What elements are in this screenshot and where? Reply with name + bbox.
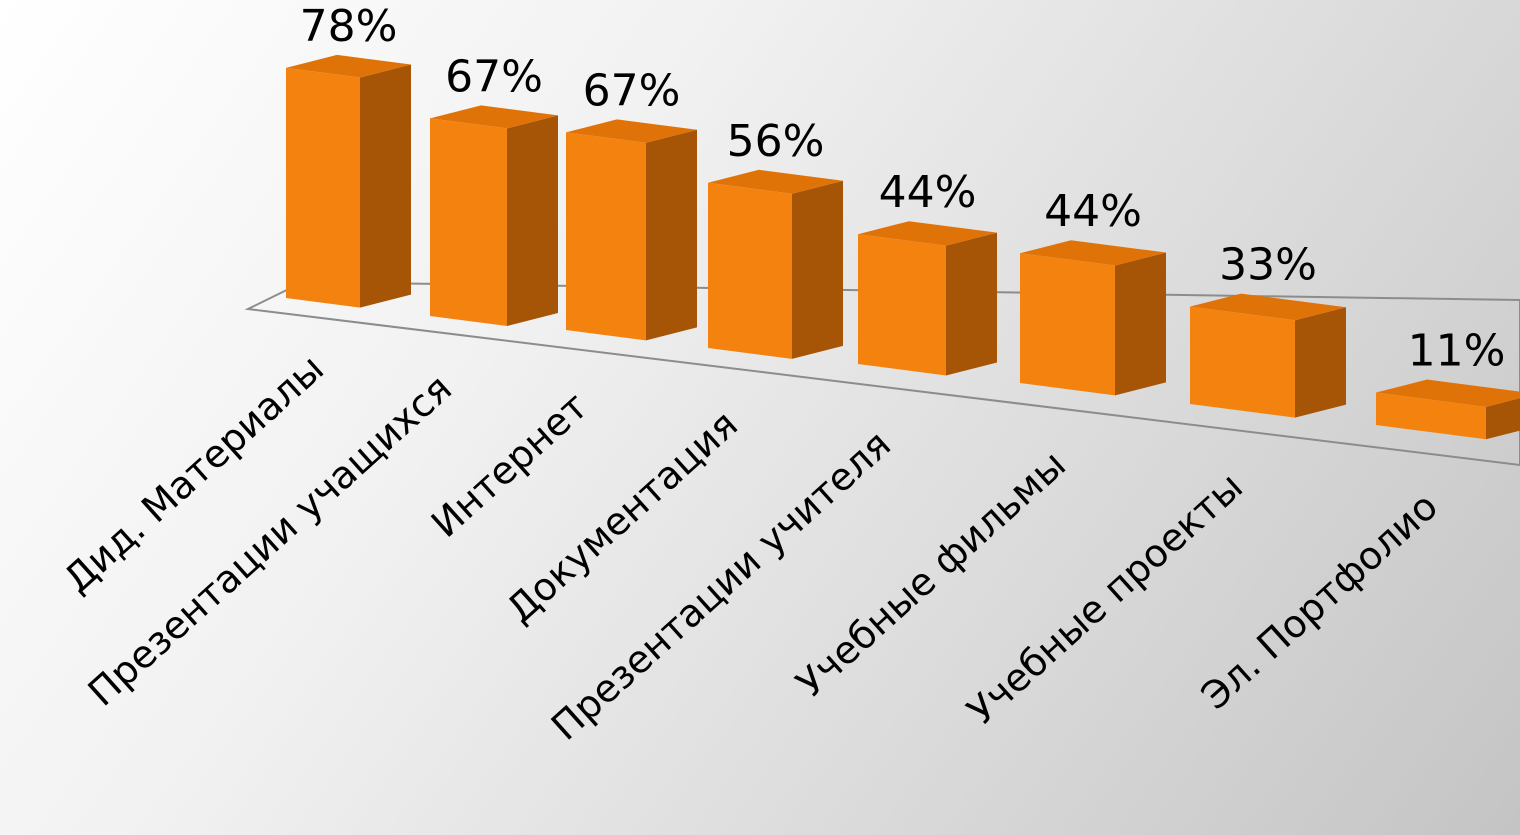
- bar: [286, 54, 411, 308]
- bar: [1190, 293, 1346, 418]
- bar-side: [360, 64, 411, 308]
- bar-top: [1376, 379, 1520, 407]
- bar-side: [1295, 307, 1346, 418]
- category-label: Дид. Материалы: [55, 346, 332, 601]
- bar-top: [566, 119, 697, 143]
- bar-front: [1376, 392, 1486, 440]
- bar-front: [566, 132, 646, 341]
- data-label: 44%: [879, 167, 977, 218]
- data-label: 33%: [1219, 240, 1317, 291]
- bar-side: [1115, 252, 1166, 396]
- data-labels-group: 78% 67% 67% 56% 44% 44% 33% 11%: [300, 1, 1506, 377]
- bar-side: [792, 180, 843, 359]
- bar-top: [286, 54, 411, 78]
- data-label: 56%: [727, 116, 825, 167]
- bar-front: [708, 182, 792, 359]
- bars-group: [286, 54, 1520, 440]
- bar-front: [286, 67, 360, 308]
- bar-side: [946, 232, 997, 376]
- bar-front: [1190, 306, 1295, 418]
- data-label: 11%: [1408, 326, 1506, 377]
- category-label: Эл. Портфолио: [1193, 484, 1446, 718]
- bar-top: [708, 169, 843, 194]
- bar-front: [858, 234, 946, 376]
- chart-floor: [244, 280, 1520, 467]
- bar-top: [430, 105, 558, 129]
- bar: [430, 105, 558, 327]
- bar-side: [507, 115, 558, 327]
- bar: [566, 119, 697, 341]
- bar-front: [430, 118, 507, 327]
- bar-front: [1020, 253, 1115, 396]
- bar-side: [1486, 398, 1520, 440]
- data-label: 78%: [300, 1, 398, 52]
- bar: [858, 221, 997, 376]
- bar-top: [1020, 240, 1166, 266]
- bar: [1020, 240, 1166, 396]
- category-label: Презентации учителя: [543, 422, 899, 749]
- data-label: 44%: [1044, 186, 1142, 237]
- bar-side: [646, 129, 697, 341]
- data-label: 67%: [445, 51, 543, 102]
- bar-top: [858, 221, 997, 246]
- bar-top: [1190, 293, 1346, 321]
- bar: [708, 169, 843, 359]
- data-label: 67%: [583, 65, 681, 116]
- bar: [1376, 379, 1520, 440]
